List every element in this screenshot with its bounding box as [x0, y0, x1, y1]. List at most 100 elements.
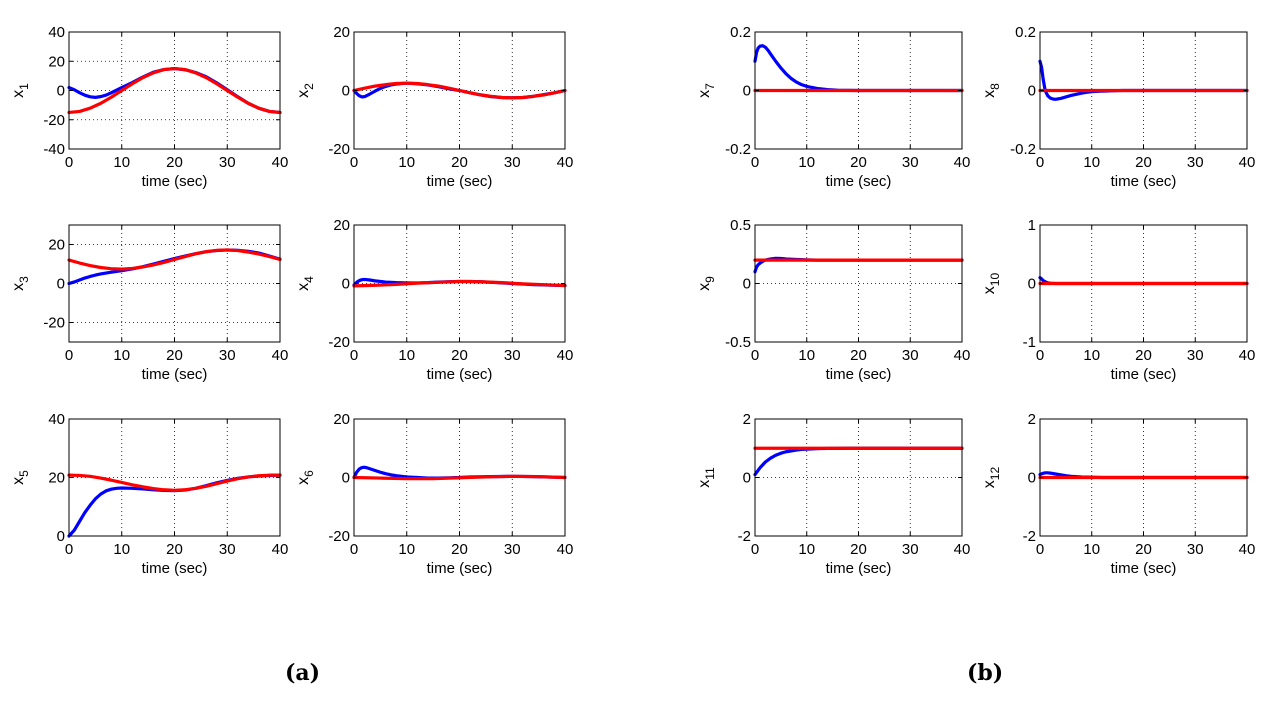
y-axis-variable: x	[981, 286, 998, 294]
y-tick-label: 2	[1028, 411, 1036, 428]
x-axis-label: time (sec)	[142, 173, 208, 190]
y-tick-label: 0.5	[730, 217, 751, 234]
y-tick-label: 1	[1028, 217, 1036, 234]
y-tick-label: 0	[342, 276, 350, 293]
x-tick-label: 30	[902, 347, 919, 364]
x-tick-label: 0	[350, 154, 358, 171]
x-tick-label: 10	[1083, 541, 1100, 558]
y-tick-label: -1	[1023, 334, 1036, 351]
x-tick-label: 10	[398, 154, 415, 171]
x-tick-label: 20	[451, 347, 468, 364]
y-axis-subscript: 2	[302, 83, 316, 90]
y-tick-label: 20	[333, 24, 350, 41]
x-axis-label: time (sec)	[427, 366, 493, 383]
y-tick-label: 0.2	[730, 24, 751, 41]
y-tick-label: -0.2	[1010, 141, 1036, 158]
y-axis-label: x2	[295, 83, 316, 98]
subplot-x1: 0 10 20 30 40 -40 -20 0 20 40 time (sec) x1	[10, 24, 288, 190]
x-tick-label: 30	[219, 154, 236, 171]
y-tick-label: 2	[743, 411, 751, 428]
x-tick-label: 30	[504, 154, 521, 171]
x-tick-label: 30	[1187, 541, 1204, 558]
y-tick-label: 0	[743, 83, 751, 100]
series-line-blue	[753, 446, 964, 477]
y-tick-label: 0	[1028, 276, 1036, 293]
y-tick-label: 20	[48, 237, 65, 254]
y-tick-label: -20	[328, 141, 350, 158]
y-tick-label: -20	[328, 528, 350, 545]
y-axis-variable: x	[10, 90, 27, 98]
series-line-red	[67, 473, 282, 492]
y-tick-label: 20	[333, 411, 350, 428]
x-tick-label: 10	[113, 154, 130, 171]
y-axis-label: x1	[10, 83, 31, 98]
x-tick-label: 10	[1083, 347, 1100, 364]
y-tick-label: 0	[342, 470, 350, 487]
x-tick-label: 0	[65, 154, 73, 171]
axes-frame	[754, 418, 963, 537]
x-axis-label: time (sec)	[826, 366, 892, 383]
y-axis-subscript: 1	[17, 83, 31, 90]
x-tick-label: 0	[1036, 154, 1044, 171]
x-tick-label: 0	[751, 154, 759, 171]
y-tick-label: -20	[43, 315, 65, 332]
x-tick-label: 40	[557, 347, 574, 364]
series-line-red	[67, 248, 282, 271]
y-axis-subscript: 11	[703, 467, 717, 480]
y-axis-subscript: 9	[703, 276, 717, 283]
y-axis-subscript: 4	[302, 276, 316, 283]
y-axis-subscript: 3	[17, 276, 31, 283]
x-tick-label: 40	[557, 541, 574, 558]
y-tick-label: 0	[743, 276, 751, 293]
y-axis-label: x7	[696, 83, 717, 98]
x-tick-label: 10	[398, 541, 415, 558]
y-axis-label: x9	[696, 276, 717, 291]
x-tick-label: 20	[1135, 154, 1152, 171]
y-tick-label: 20	[333, 217, 350, 234]
y-axis-variable: x	[10, 477, 27, 485]
x-tick-label: 0	[1036, 541, 1044, 558]
y-axis-variable: x	[295, 90, 312, 98]
y-axis-variable: x	[981, 480, 998, 488]
x-tick-label: 10	[1083, 154, 1100, 171]
x-tick-label: 20	[850, 541, 867, 558]
y-tick-label: 0	[57, 528, 65, 545]
x-axis-label: time (sec)	[427, 560, 493, 577]
y-axis-subscript: 10	[988, 273, 1002, 287]
y-tick-label: 20	[48, 53, 65, 70]
y-tick-label: 0.2	[1015, 24, 1036, 41]
y-axis-label: x10	[981, 273, 1002, 295]
y-tick-label: 0	[1028, 470, 1036, 487]
x-tick-label: 0	[65, 541, 73, 558]
x-tick-label: 40	[557, 154, 574, 171]
x-tick-label: 20	[451, 541, 468, 558]
x-tick-label: 10	[398, 347, 415, 364]
x-tick-label: 0	[65, 347, 73, 364]
axes-frame	[754, 224, 963, 343]
x-tick-label: 10	[113, 541, 130, 558]
x-tick-label: 10	[798, 154, 815, 171]
x-tick-label: 30	[219, 347, 236, 364]
y-tick-label: 20	[48, 470, 65, 487]
x-axis-label: time (sec)	[1111, 560, 1177, 577]
x-tick-label: 40	[1239, 347, 1256, 364]
x-tick-label: 20	[850, 154, 867, 171]
y-tick-label: -2	[738, 528, 751, 545]
series-line-red	[352, 81, 567, 100]
x-tick-label: 0	[751, 541, 759, 558]
y-axis-variable: x	[295, 283, 312, 291]
y-axis-label: x5	[10, 470, 31, 485]
x-tick-label: 20	[166, 347, 183, 364]
x-axis-label: time (sec)	[142, 560, 208, 577]
x-tick-label: 30	[902, 541, 919, 558]
y-tick-label: -40	[43, 141, 65, 158]
y-axis-label: x8	[981, 83, 1002, 98]
series-line-red	[352, 279, 567, 288]
x-tick-label: 40	[272, 347, 289, 364]
y-axis-variable: x	[981, 90, 998, 98]
